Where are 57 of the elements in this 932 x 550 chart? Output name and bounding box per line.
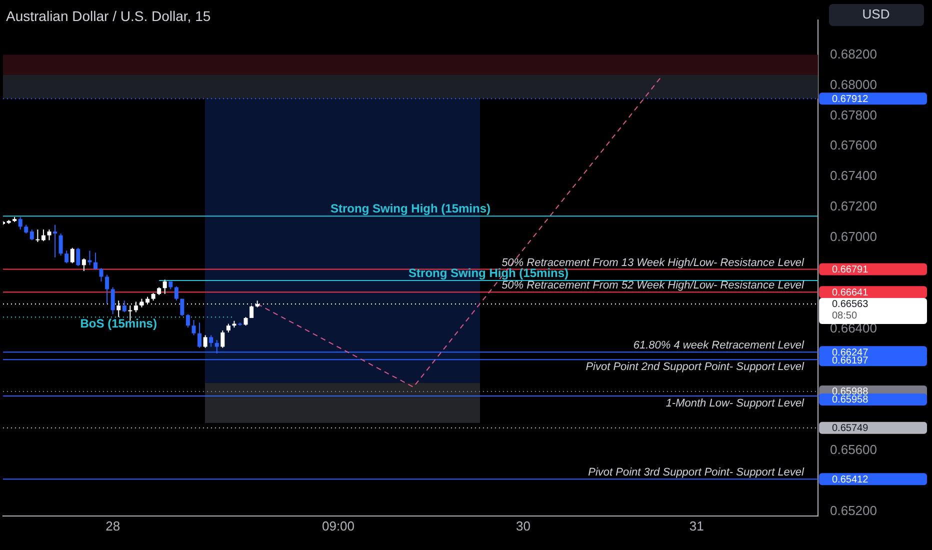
x-tick-label: 31 [689, 518, 704, 534]
candlestick [122, 300, 126, 313]
candlestick [174, 286, 178, 302]
text: 08:50 [832, 310, 858, 322]
y-tick-label: 0.65200 [830, 503, 877, 518]
ref-line-label: Pivot Point 2nd Support Point- Support Level [586, 361, 805, 374]
ref-line-label: 61.80% 4 week Retracement Level [633, 340, 805, 352]
candlestick [220, 330, 225, 348]
y-tick-label: 0.66791 [832, 264, 869, 276]
y-tick-label: 0.68200 [830, 46, 877, 62]
candlestick [58, 233, 63, 256]
candlestick [209, 334, 214, 348]
ref-line-label: 50% Retracement From 52 Week High/Low- Resistance Level [502, 280, 805, 292]
candlestick [18, 216, 22, 230]
candlestick [186, 314, 190, 328]
candlestick [82, 258, 86, 272]
series-label: Strong Swing High (15mins) [330, 201, 491, 216]
candlestick [162, 279, 167, 294]
y-tick-label: 0.65600 [830, 442, 877, 458]
candlestick [36, 229, 40, 243]
y-tick-label: 0.67000 [830, 229, 877, 244]
candlestick [76, 247, 80, 267]
candlestick [41, 229, 46, 242]
y-tick-label: 0.65749 [832, 423, 869, 434]
candlestick [93, 252, 98, 270]
y-tick-label: 0.65412 [832, 474, 869, 486]
x-tick-label: 30 [516, 518, 530, 534]
x-tick-label: 09:00 [322, 518, 355, 534]
candlestick [64, 250, 69, 264]
y-tick-label: 0.67200 [830, 198, 877, 214]
chart-title: Australian Dollar / U.S. Dollar, 15 [6, 8, 211, 24]
candlestick [198, 322, 202, 348]
candlestick [192, 319, 196, 336]
y-tick-label: 0.67600 [830, 138, 877, 153]
candlestick [70, 247, 74, 264]
candlestick [47, 229, 52, 241]
x-tick-label: 28 [106, 518, 120, 534]
candlestick [105, 274, 110, 304]
candlestick [99, 268, 104, 282]
y-tick-label: 0.66197 [832, 355, 869, 366]
ref-line-label: Pivot Point 3rd Support Point- Support Level [588, 466, 805, 479]
candlestick [110, 286, 115, 315]
candlestick [53, 224, 58, 258]
candlestick [203, 334, 208, 348]
series-label: BoS (15mins) [80, 316, 157, 330]
y-tick-label: 0.65958 [832, 394, 869, 406]
y-tick-label: 0.67912 [832, 94, 869, 105]
candlestick [180, 298, 184, 316]
y-tick-label: 0.68000 [830, 76, 877, 92]
y-tick-label: 0.66563 [832, 299, 869, 310]
text: USD [862, 6, 890, 22]
candlestick [30, 229, 34, 241]
y-tick-label: 0.66641 [832, 287, 869, 298]
candlestick [88, 250, 92, 266]
y-tick-label: 0.67400 [830, 168, 877, 184]
y-tick-label: 0.67800 [830, 107, 877, 122]
ref-line-label: 1-Month Low- Support Level [666, 398, 805, 410]
